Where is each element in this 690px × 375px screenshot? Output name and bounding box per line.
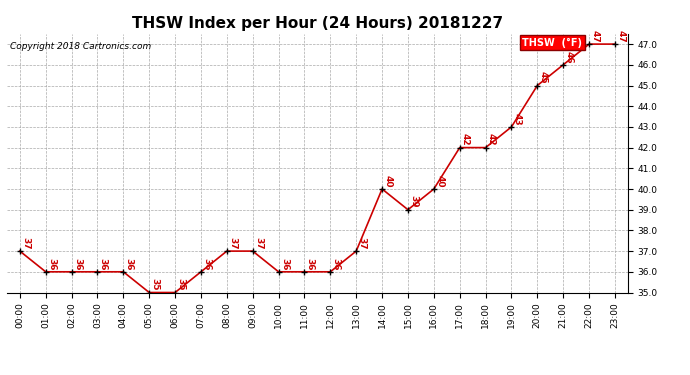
Text: 37: 37 — [357, 237, 366, 249]
Text: 47: 47 — [591, 30, 600, 42]
Text: 36: 36 — [280, 258, 289, 270]
Text: 36: 36 — [47, 258, 56, 270]
Text: Copyright 2018 Cartronics.com: Copyright 2018 Cartronics.com — [10, 42, 151, 51]
Text: 37: 37 — [228, 237, 237, 249]
Text: 46: 46 — [564, 51, 573, 63]
Text: 37: 37 — [21, 237, 30, 249]
Text: 43: 43 — [513, 112, 522, 125]
Text: 36: 36 — [125, 258, 134, 270]
Title: THSW Index per Hour (24 Hours) 20181227: THSW Index per Hour (24 Hours) 20181227 — [132, 16, 503, 31]
Text: 42: 42 — [461, 134, 470, 146]
Text: 45: 45 — [539, 71, 548, 84]
Text: THSW  (°F): THSW (°F) — [522, 38, 582, 48]
Text: 39: 39 — [409, 195, 418, 208]
Text: 47: 47 — [616, 30, 625, 42]
Text: 36: 36 — [202, 258, 211, 270]
Text: 42: 42 — [487, 134, 496, 146]
Text: 37: 37 — [254, 237, 263, 249]
Text: 36: 36 — [306, 258, 315, 270]
Text: 40: 40 — [435, 175, 444, 188]
Text: 35: 35 — [177, 278, 186, 291]
Text: 36: 36 — [73, 258, 82, 270]
Text: 36: 36 — [99, 258, 108, 270]
Text: 40: 40 — [384, 175, 393, 188]
Text: 35: 35 — [150, 278, 159, 291]
Text: 36: 36 — [332, 258, 341, 270]
